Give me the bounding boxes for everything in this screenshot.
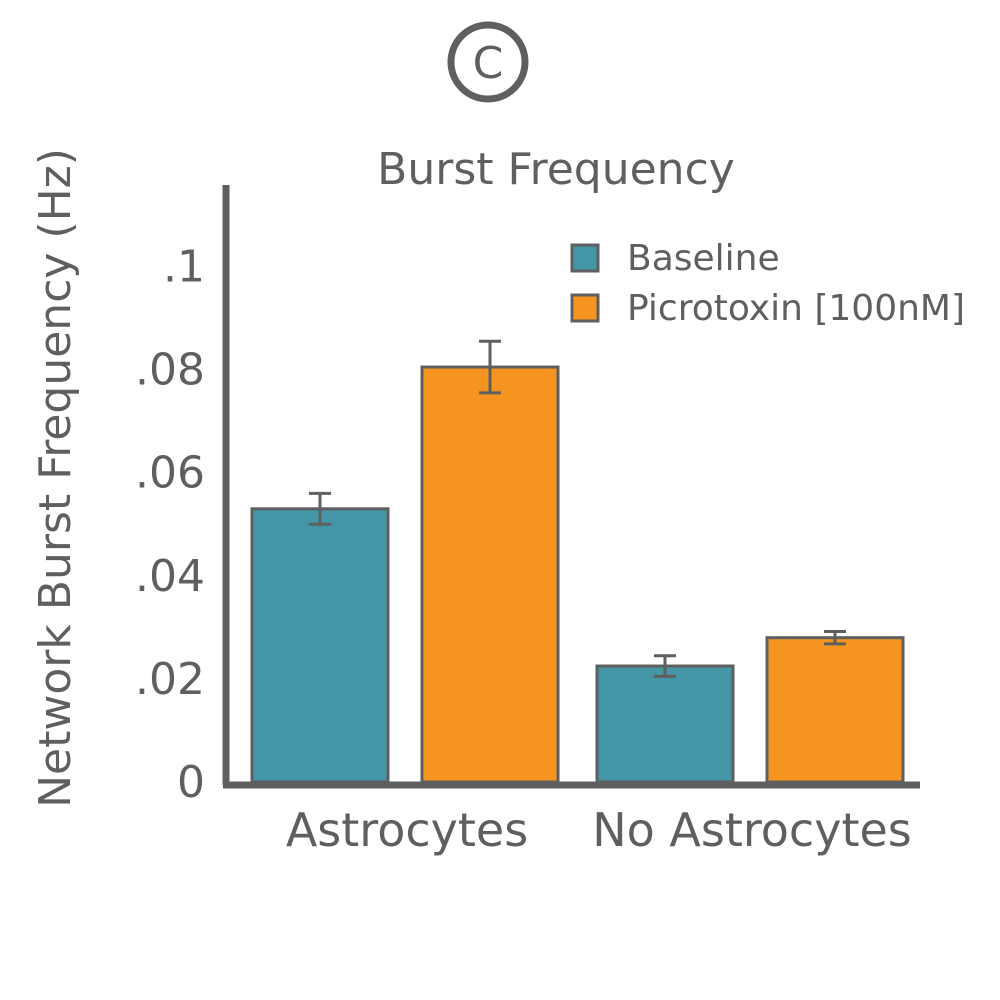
x-categories: Astrocytes No Astrocytes — [286, 803, 912, 857]
y-tick-label: .08 — [135, 345, 205, 396]
y-tick-label: .1 — [163, 242, 205, 293]
legend: Baseline Picrotoxin [100nM] — [570, 238, 965, 329]
panel-label-circle — [447, 21, 529, 103]
axes — [222, 185, 920, 789]
bar-0-1 — [595, 664, 735, 784]
bar-1-0 — [420, 365, 560, 784]
y-axis-label: Network Burst Frequency (Hz) — [30, 148, 81, 808]
panel-label-text: C — [473, 38, 504, 89]
y-tick-label: .02 — [135, 654, 205, 705]
x-category-label: No Astrocytes — [592, 803, 912, 857]
x-category-label: Astrocytes — [286, 803, 528, 857]
legend-label-1: Picrotoxin [100nM] — [627, 288, 965, 329]
bar-0-0 — [250, 507, 390, 784]
legend-label-0: Baseline — [627, 238, 780, 279]
y-ticks: 0 .02 .04 .06 .08 .1 — [135, 242, 205, 808]
legend-swatch-1 — [570, 293, 600, 323]
panel-label: C — [447, 21, 529, 103]
legend-swatch-0 — [570, 243, 600, 273]
y-tick-label: 0 — [177, 757, 205, 808]
bars-layer — [250, 339, 905, 784]
y-tick-label: .06 — [135, 448, 205, 499]
chart-title: Burst Frequency — [377, 144, 735, 195]
bar-1-1 — [765, 636, 905, 784]
y-tick-label: .04 — [135, 551, 205, 602]
